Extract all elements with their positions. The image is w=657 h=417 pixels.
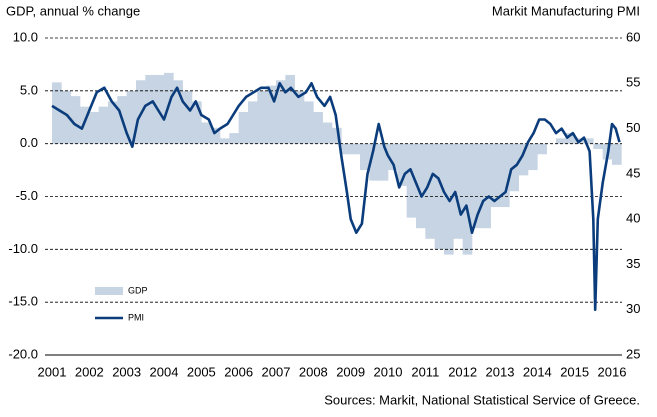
x-tick-label: 2007: [262, 364, 291, 379]
x-tick-label: 2008: [299, 364, 328, 379]
gdp-bar: [80, 106, 90, 144]
gdp-bar: [388, 143, 398, 171]
gdp-bar: [481, 143, 491, 229]
x-tick-label: 2001: [38, 364, 67, 379]
gdp-bar: [220, 138, 230, 144]
gdp-bar: [257, 90, 267, 144]
gdp-bar: [453, 143, 463, 239]
gdp-bar: [425, 143, 435, 239]
y-tick-label: -20.0: [8, 346, 38, 361]
source: Sources: Markit, National Statistical Se…: [324, 392, 640, 407]
gdp-bar: [89, 111, 99, 144]
gdp-bar: [276, 80, 286, 144]
gdp-bar: [192, 101, 202, 144]
gdp-bar: [126, 90, 137, 144]
legend-swatch: [95, 287, 123, 295]
y2-tick-label: 50: [626, 120, 640, 135]
pmi-line: [51, 82, 621, 311]
gdp-bar: [360, 143, 370, 171]
y2-tick-label: 60: [626, 29, 640, 44]
gdp-bar: [406, 143, 417, 218]
x-tick-label: 2014: [523, 364, 552, 379]
gdp-bar: [285, 74, 295, 144]
y2-axis-title: Markit Manufacturing PMI: [492, 3, 640, 18]
y-tick-label: 5.0: [20, 82, 38, 97]
gdp-bar: [322, 122, 333, 144]
y-tick-label: 10.0: [13, 29, 38, 44]
gdp-bar: [584, 138, 594, 144]
gdp-bar: [500, 143, 510, 208]
legend-label: PMI: [128, 312, 144, 322]
x-tick-label: 2010: [374, 364, 403, 379]
y2-tick-label: 35: [626, 256, 640, 271]
x-tick-label: 2013: [486, 364, 515, 379]
gdp-bar: [537, 143, 547, 155]
x-tick-label: 2006: [224, 364, 253, 379]
gdp-bar: [61, 90, 71, 144]
gdp-bar: [378, 143, 389, 181]
gdp-bar: [472, 143, 482, 229]
x-tick-label: 2003: [112, 364, 141, 379]
gdp-bar: [332, 127, 342, 144]
gdp-bar: [145, 74, 155, 144]
x-tick-label: 2016: [598, 364, 627, 379]
gdp-bar: [397, 143, 407, 186]
gdp-bar: [154, 74, 165, 144]
x-tick-label: 2011: [411, 364, 439, 379]
gdp-bar: [434, 143, 445, 250]
gdp-bar: [593, 143, 603, 149]
gdp-bar: [304, 101, 314, 144]
gdp-bar: [313, 111, 323, 144]
gdp-bar: [52, 82, 62, 144]
gdp-bar: [182, 90, 193, 144]
gdp-bar: [462, 143, 473, 255]
gdp-bar: [108, 101, 118, 144]
x-tick-label: 2009: [336, 364, 365, 379]
gdp-bar: [565, 133, 575, 144]
gdp-bar: [518, 143, 529, 176]
gdp-bar: [238, 111, 249, 144]
x-tick-label: 2002: [75, 364, 104, 379]
gdp-bar: [556, 138, 566, 144]
y2-tick-label: 45: [626, 165, 640, 180]
gdp-bar: [294, 90, 305, 144]
gdp-bar: [248, 101, 258, 144]
x-tick-label: 2012: [448, 364, 477, 379]
gdp-bar: [490, 143, 501, 208]
gdp-bar: [612, 143, 622, 165]
y2-tick-label: 25: [626, 346, 640, 361]
gdp-bar: [70, 96, 81, 144]
y-axis-title: GDP, annual % change: [6, 3, 140, 18]
gdp-bar: [173, 80, 183, 144]
gdp-bar: [201, 122, 211, 144]
y-tick-label: 0.0: [20, 135, 38, 150]
gdp-bar: [528, 143, 538, 171]
y-tick-label: -15.0: [8, 294, 38, 309]
y-tick-label: -10.0: [8, 241, 38, 256]
gdp-bar: [266, 85, 277, 144]
y2-tick-label: 55: [626, 75, 640, 90]
gdp-bar: [369, 143, 379, 181]
gdp-bar: [229, 133, 239, 144]
gdp-bar: [416, 143, 426, 229]
x-tick-label: 2004: [150, 364, 179, 379]
y2-tick-label: 30: [626, 301, 640, 316]
x-tick-label: 2005: [187, 364, 216, 379]
gdp-bar: [210, 127, 221, 144]
gdp-bar: [350, 143, 361, 155]
gdp-bar: [341, 143, 351, 155]
y-tick-label: -5.0: [16, 188, 38, 203]
legend-label: GDP: [128, 285, 148, 295]
x-tick-label: 2015: [560, 364, 589, 379]
y2-tick-label: 40: [626, 211, 640, 226]
gdp-bar: [98, 106, 109, 144]
